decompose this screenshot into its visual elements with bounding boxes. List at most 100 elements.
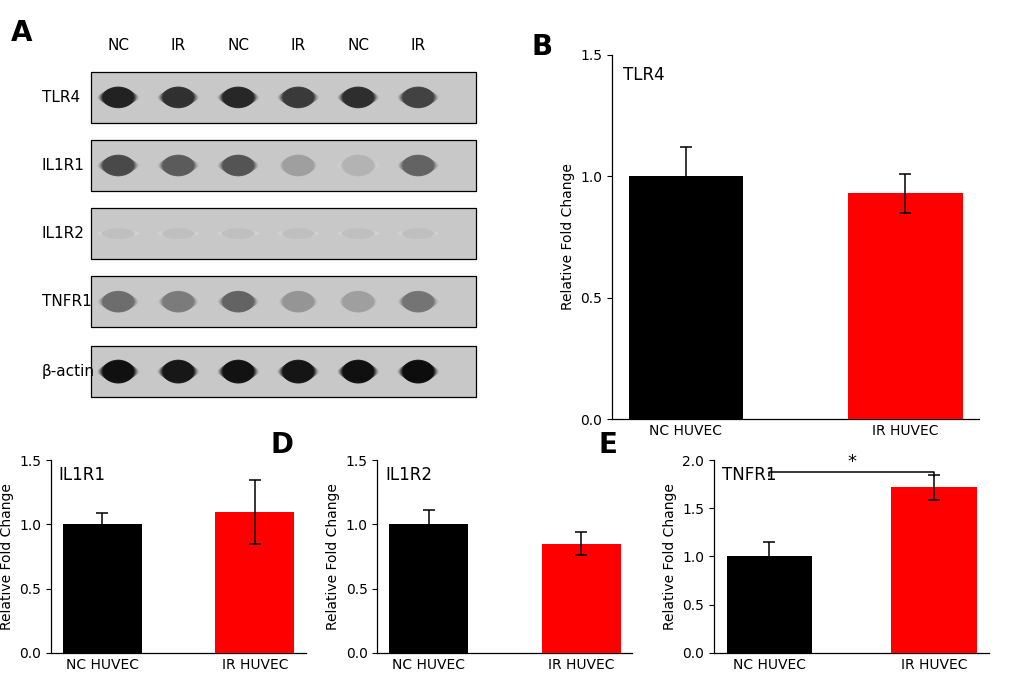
Ellipse shape [277, 91, 319, 104]
Ellipse shape [162, 228, 194, 239]
Ellipse shape [216, 91, 260, 104]
Ellipse shape [279, 89, 317, 106]
Ellipse shape [161, 361, 195, 383]
Text: β-actin: β-actin [42, 364, 95, 379]
Ellipse shape [397, 91, 438, 104]
Ellipse shape [159, 362, 197, 381]
Ellipse shape [341, 361, 375, 383]
Bar [726, 556, 811, 653]
Ellipse shape [159, 294, 198, 309]
Ellipse shape [340, 88, 375, 106]
Ellipse shape [220, 88, 256, 106]
Ellipse shape [276, 365, 319, 379]
Ellipse shape [217, 295, 259, 308]
Ellipse shape [341, 291, 375, 312]
Ellipse shape [281, 229, 315, 238]
Ellipse shape [277, 230, 319, 237]
Ellipse shape [396, 91, 439, 104]
Ellipse shape [340, 293, 375, 311]
Text: E: E [598, 431, 616, 460]
Text: IL1R2: IL1R2 [42, 226, 85, 241]
Ellipse shape [401, 291, 434, 312]
Ellipse shape [220, 229, 256, 238]
Ellipse shape [219, 362, 257, 381]
Ellipse shape [158, 295, 199, 308]
Ellipse shape [397, 230, 438, 237]
Ellipse shape [278, 294, 318, 309]
Bar [848, 193, 962, 419]
Y-axis label: Relative Fold Change: Relative Fold Change [326, 483, 339, 630]
Ellipse shape [342, 87, 374, 109]
Ellipse shape [339, 362, 376, 381]
Ellipse shape [338, 294, 377, 309]
Ellipse shape [340, 229, 375, 238]
Ellipse shape [220, 361, 256, 382]
Ellipse shape [103, 360, 133, 383]
Ellipse shape [100, 157, 137, 174]
Text: IL1R2: IL1R2 [385, 466, 432, 484]
Ellipse shape [103, 228, 133, 239]
Ellipse shape [341, 155, 375, 176]
Ellipse shape [276, 159, 319, 172]
Ellipse shape [336, 365, 379, 379]
Ellipse shape [342, 155, 374, 177]
Text: NC: NC [107, 38, 129, 54]
Ellipse shape [338, 229, 377, 238]
Ellipse shape [400, 229, 435, 238]
Ellipse shape [158, 230, 199, 237]
Ellipse shape [337, 364, 378, 379]
Ellipse shape [102, 361, 135, 383]
Ellipse shape [278, 229, 318, 238]
Ellipse shape [281, 291, 315, 312]
Ellipse shape [339, 229, 376, 238]
Ellipse shape [159, 363, 198, 380]
Ellipse shape [400, 293, 435, 311]
Ellipse shape [337, 230, 378, 237]
Bar [541, 543, 621, 653]
Y-axis label: Relative Fold Change: Relative Fold Change [0, 483, 13, 630]
Text: A: A [11, 19, 33, 47]
Bar [91, 276, 475, 328]
Ellipse shape [97, 159, 140, 172]
Ellipse shape [340, 361, 375, 382]
Ellipse shape [97, 231, 140, 236]
Ellipse shape [101, 156, 136, 174]
Ellipse shape [403, 360, 433, 383]
Ellipse shape [99, 158, 138, 173]
Text: IL1R1: IL1R1 [42, 158, 85, 173]
Ellipse shape [336, 231, 379, 236]
Ellipse shape [398, 229, 437, 238]
Ellipse shape [398, 158, 437, 173]
Bar [91, 207, 475, 260]
Ellipse shape [98, 364, 139, 379]
Ellipse shape [157, 91, 200, 104]
Ellipse shape [103, 155, 133, 177]
Ellipse shape [337, 91, 378, 104]
Ellipse shape [218, 158, 258, 173]
Ellipse shape [216, 365, 260, 379]
Ellipse shape [222, 155, 254, 177]
Ellipse shape [399, 229, 436, 238]
Ellipse shape [399, 157, 436, 174]
Bar [91, 139, 475, 191]
Ellipse shape [339, 293, 376, 310]
Ellipse shape [278, 90, 318, 105]
Ellipse shape [399, 293, 436, 310]
Ellipse shape [102, 229, 135, 238]
Ellipse shape [102, 87, 135, 107]
Ellipse shape [103, 87, 133, 109]
Text: IL1R1: IL1R1 [59, 466, 106, 484]
Text: IR: IR [170, 38, 185, 54]
Bar [215, 512, 294, 653]
Ellipse shape [337, 295, 378, 308]
Ellipse shape [277, 295, 319, 308]
Ellipse shape [340, 156, 375, 174]
Text: TLR4: TLR4 [623, 66, 664, 84]
Ellipse shape [403, 87, 433, 109]
Ellipse shape [99, 294, 138, 309]
Ellipse shape [282, 291, 314, 313]
Ellipse shape [219, 89, 257, 106]
Ellipse shape [97, 91, 140, 104]
Y-axis label: Relative Fold Change: Relative Fold Change [662, 483, 676, 630]
Ellipse shape [282, 228, 314, 239]
